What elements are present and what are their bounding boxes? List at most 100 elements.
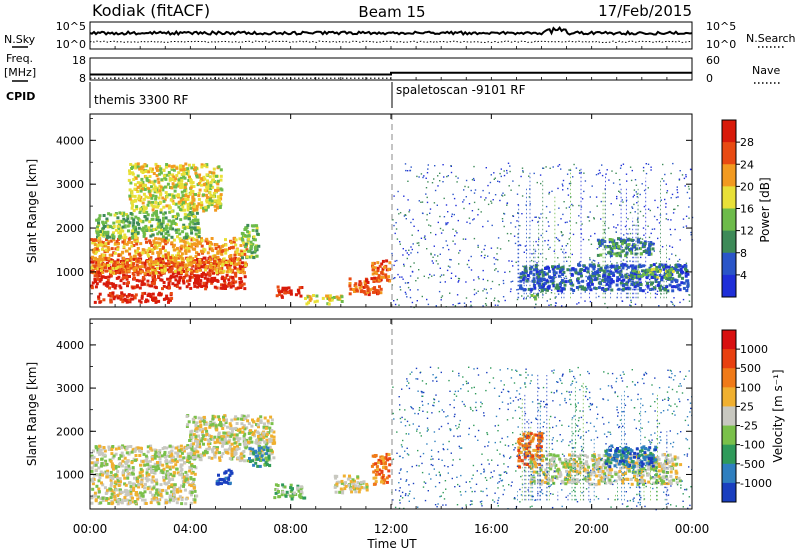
data-cell (510, 281, 512, 283)
data-cell (572, 204, 574, 207)
data-cell (280, 294, 284, 298)
data-cell (393, 300, 395, 302)
nave-tick-bottom: 0 (706, 72, 713, 85)
data-cell (167, 233, 171, 237)
data-cell (647, 270, 651, 274)
data-cell (566, 173, 569, 175)
data-cell (491, 224, 493, 227)
data-cell (178, 270, 182, 273)
data-cell (176, 261, 180, 265)
data-cell (183, 208, 186, 212)
data-cell (445, 240, 447, 242)
data-cell (162, 284, 166, 288)
data-cell (234, 280, 238, 284)
data-cell (432, 256, 434, 258)
data-cell (607, 264, 609, 266)
data-cell (93, 243, 97, 247)
data-cell (366, 286, 370, 290)
data-cell (252, 238, 256, 242)
data-cell (425, 187, 428, 189)
data-cell (132, 486, 136, 490)
data-cell (577, 263, 581, 267)
data-cell (203, 177, 207, 181)
data-cell (561, 305, 563, 307)
data-cell (658, 222, 661, 224)
data-cell (239, 267, 243, 271)
data-cell (200, 244, 204, 248)
data-cell (670, 300, 672, 303)
data-cell (190, 231, 194, 235)
data-cell (158, 248, 162, 252)
data-cell (558, 270, 562, 274)
data-cell (371, 265, 375, 269)
data-cell (106, 242, 110, 246)
data-cell (176, 213, 180, 217)
data-cell (536, 262, 538, 264)
data-cell (125, 461, 129, 464)
data-cell (161, 488, 165, 492)
data-cell (517, 212, 519, 214)
data-cell (139, 242, 143, 246)
data-cell (564, 221, 567, 224)
data-cell (233, 236, 237, 240)
data-cell (185, 232, 188, 236)
data-cell (349, 287, 353, 291)
data-cell (219, 197, 223, 201)
data-cell (121, 444, 125, 448)
data-cell (520, 287, 524, 291)
data-cell (497, 237, 500, 239)
data-cell (409, 265, 412, 268)
data-cell (165, 226, 169, 230)
data-cell (452, 193, 454, 196)
data-cell (113, 485, 117, 488)
data-cell (135, 205, 139, 209)
data-cell (514, 226, 517, 228)
data-cell (612, 182, 615, 184)
data-cell (674, 208, 676, 210)
data-cell (202, 247, 206, 251)
data-cell (192, 222, 196, 226)
data-cell (370, 277, 374, 281)
data-cell (609, 281, 613, 285)
data-cell (464, 238, 467, 240)
data-cell (143, 207, 146, 211)
data-cell (184, 271, 188, 275)
data-cell (123, 456, 127, 460)
data-cell (268, 426, 272, 430)
data-cell (522, 273, 526, 277)
data-cell (101, 247, 104, 251)
data-cell (541, 273, 545, 277)
data-cell (577, 289, 580, 291)
data-cell (607, 273, 611, 276)
data-cell (255, 423, 258, 426)
data-cell (180, 179, 184, 182)
data-cell (376, 289, 380, 293)
data-cell (485, 167, 487, 169)
data-cell (616, 276, 620, 280)
data-cell (152, 484, 156, 488)
data-cell (578, 269, 582, 273)
data-cell (545, 272, 549, 276)
data-cell (541, 285, 545, 289)
data-cell (243, 442, 246, 446)
data-cell (602, 273, 606, 277)
data-cell (690, 231, 692, 234)
data-cell (630, 282, 634, 286)
data-cell (131, 229, 134, 233)
data-cell (670, 219, 672, 221)
data-cell (182, 483, 186, 486)
data-cell (687, 288, 689, 290)
data-cell (161, 239, 164, 243)
data-cell (399, 286, 401, 288)
data-cell (456, 294, 459, 296)
data-cell (595, 276, 597, 279)
data-cell (153, 190, 157, 194)
data-cell (675, 265, 679, 269)
data-cell (99, 243, 103, 247)
data-cell (192, 185, 196, 188)
data-cell (440, 232, 443, 234)
data-cell (211, 417, 215, 421)
data-cell (163, 176, 167, 180)
data-cell (147, 196, 151, 200)
data-cell (484, 254, 486, 257)
